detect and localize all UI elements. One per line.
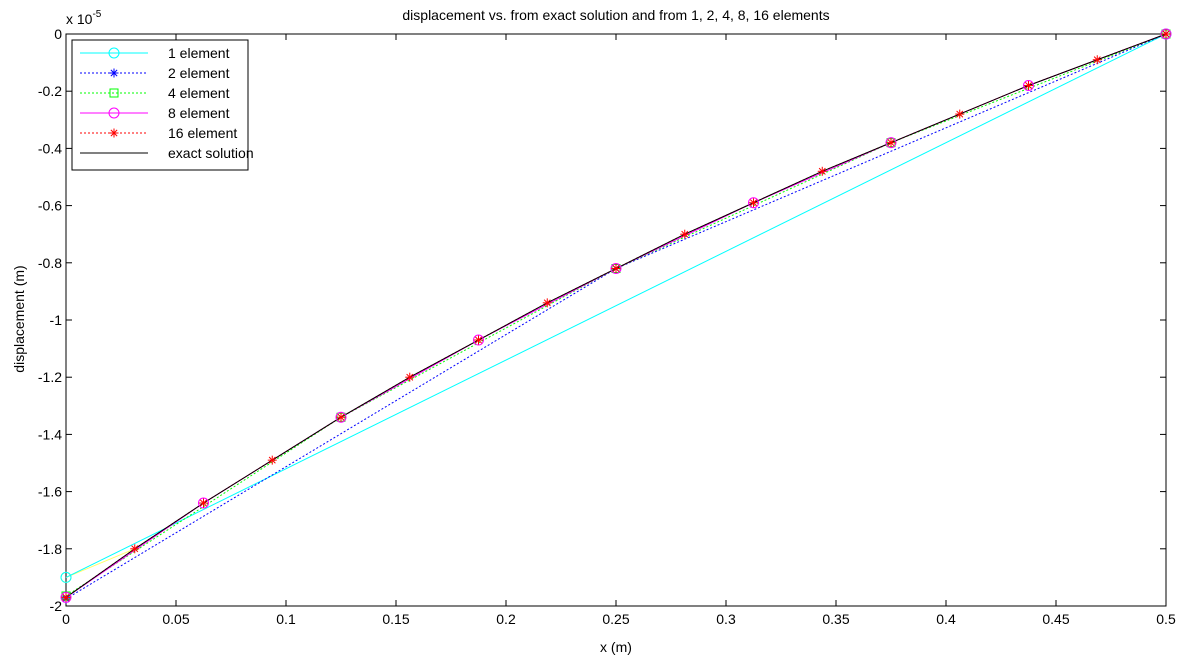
- legend-label: 16 element: [168, 125, 237, 141]
- x-tick-label: 0.05: [162, 611, 189, 627]
- legend-label: exact solution: [168, 145, 254, 161]
- y-exponent-label: x 10-5: [66, 9, 102, 27]
- y-exponent-power: -5: [92, 9, 101, 20]
- y-tick-label: 0: [54, 26, 62, 42]
- y-tick-label: -0.8: [38, 255, 62, 271]
- y-tick-label: -0.4: [38, 140, 62, 156]
- series-4-point: [1161, 29, 1171, 39]
- series-4-point: [61, 592, 71, 602]
- series-3-point: [60, 591, 72, 603]
- series-4-point: [199, 498, 208, 508]
- y-exponent-base: x 10: [66, 11, 93, 27]
- x-tick-label: 0.35: [822, 611, 849, 627]
- y-tick-label: -0.6: [38, 198, 62, 214]
- legend-label: 8 element: [168, 105, 230, 121]
- x-tick-label: 0.1: [276, 611, 296, 627]
- legend-label: 2 element: [168, 65, 230, 81]
- y-axis-label: displacement (m): [11, 265, 27, 372]
- series-3-point: [748, 197, 759, 209]
- series-4-point: [955, 109, 965, 119]
- legend-label: 4 element: [168, 85, 230, 101]
- series-3-point: [335, 411, 347, 423]
- series-3-point: [1160, 28, 1172, 40]
- series-4-point: [130, 544, 140, 554]
- series-4-point: [817, 166, 827, 176]
- series-4-point: [267, 455, 277, 465]
- series-4-point: [886, 138, 896, 148]
- series-4-point: [680, 229, 690, 239]
- series-4-point: [1024, 80, 1033, 90]
- y-tick-label: -1.4: [38, 426, 62, 442]
- series-3-point: [1023, 79, 1034, 91]
- legend-box: [71, 39, 249, 171]
- series-4-point: [336, 412, 346, 422]
- x-tick-label: 0.25: [602, 611, 629, 627]
- legend-items: 1 element 2 element 4 element 8 element 16 e…: [80, 45, 254, 161]
- x-tick-label: 0.15: [382, 611, 409, 627]
- x-tick-label: 0.3: [716, 611, 736, 627]
- x-axis-label: x (m): [600, 639, 632, 655]
- y-tick-label: -0.2: [38, 83, 62, 99]
- legend-marker: [109, 128, 119, 138]
- series-3-point: [610, 263, 622, 275]
- y-tick-label: -1: [50, 312, 63, 328]
- x-tick-label: 0: [62, 611, 70, 627]
- series-3-point: [885, 137, 897, 149]
- legend-marker: [109, 68, 119, 78]
- chart-title: displacement vs. from exact solution and…: [402, 7, 829, 23]
- series-4-point: [405, 372, 415, 382]
- legend-marker: [109, 88, 119, 98]
- series-3-point: [473, 334, 484, 346]
- legend-marker: [108, 107, 120, 119]
- series-4-point: [749, 198, 758, 208]
- series-4-point: [611, 264, 621, 274]
- series-3-point: [198, 497, 209, 509]
- y-axis: 0 -0.2 -0.4 -0.6 -0.8 -1 -1.2 -1.4 -1.6 -1.8 -2: [38, 26, 1166, 614]
- series-4-point: [1092, 55, 1102, 65]
- extra-line: [65, 548, 135, 578]
- series-4-point: [542, 298, 552, 308]
- legend-marker: [108, 47, 120, 59]
- x-tick-label: 0.2: [496, 611, 516, 627]
- legend-label: 1 element: [168, 45, 230, 61]
- legend: 1 element 2 element 4 element 8 element 16 e…: [71, 39, 254, 171]
- y-tick-label: -1.2: [38, 369, 62, 385]
- y-tick-label: -1.8: [38, 541, 62, 557]
- x-tick-label: 0.4: [936, 611, 956, 627]
- plot-markers: [60, 28, 1172, 604]
- series-line-0: [65, 33, 1167, 578]
- x-tick-label: 0.5: [1156, 611, 1176, 627]
- series-0-point: [60, 571, 72, 583]
- y-tick-label: -1.6: [38, 484, 62, 500]
- x-axis: 0 0.05 0.1 0.15 0.2 0.25 0.3 0.35 0.4 0.45 0.5: [62, 34, 1176, 627]
- series-4-point: [474, 335, 483, 345]
- x-tick-label: 0.45: [1042, 611, 1069, 627]
- y-tick-label: -2: [50, 598, 63, 614]
